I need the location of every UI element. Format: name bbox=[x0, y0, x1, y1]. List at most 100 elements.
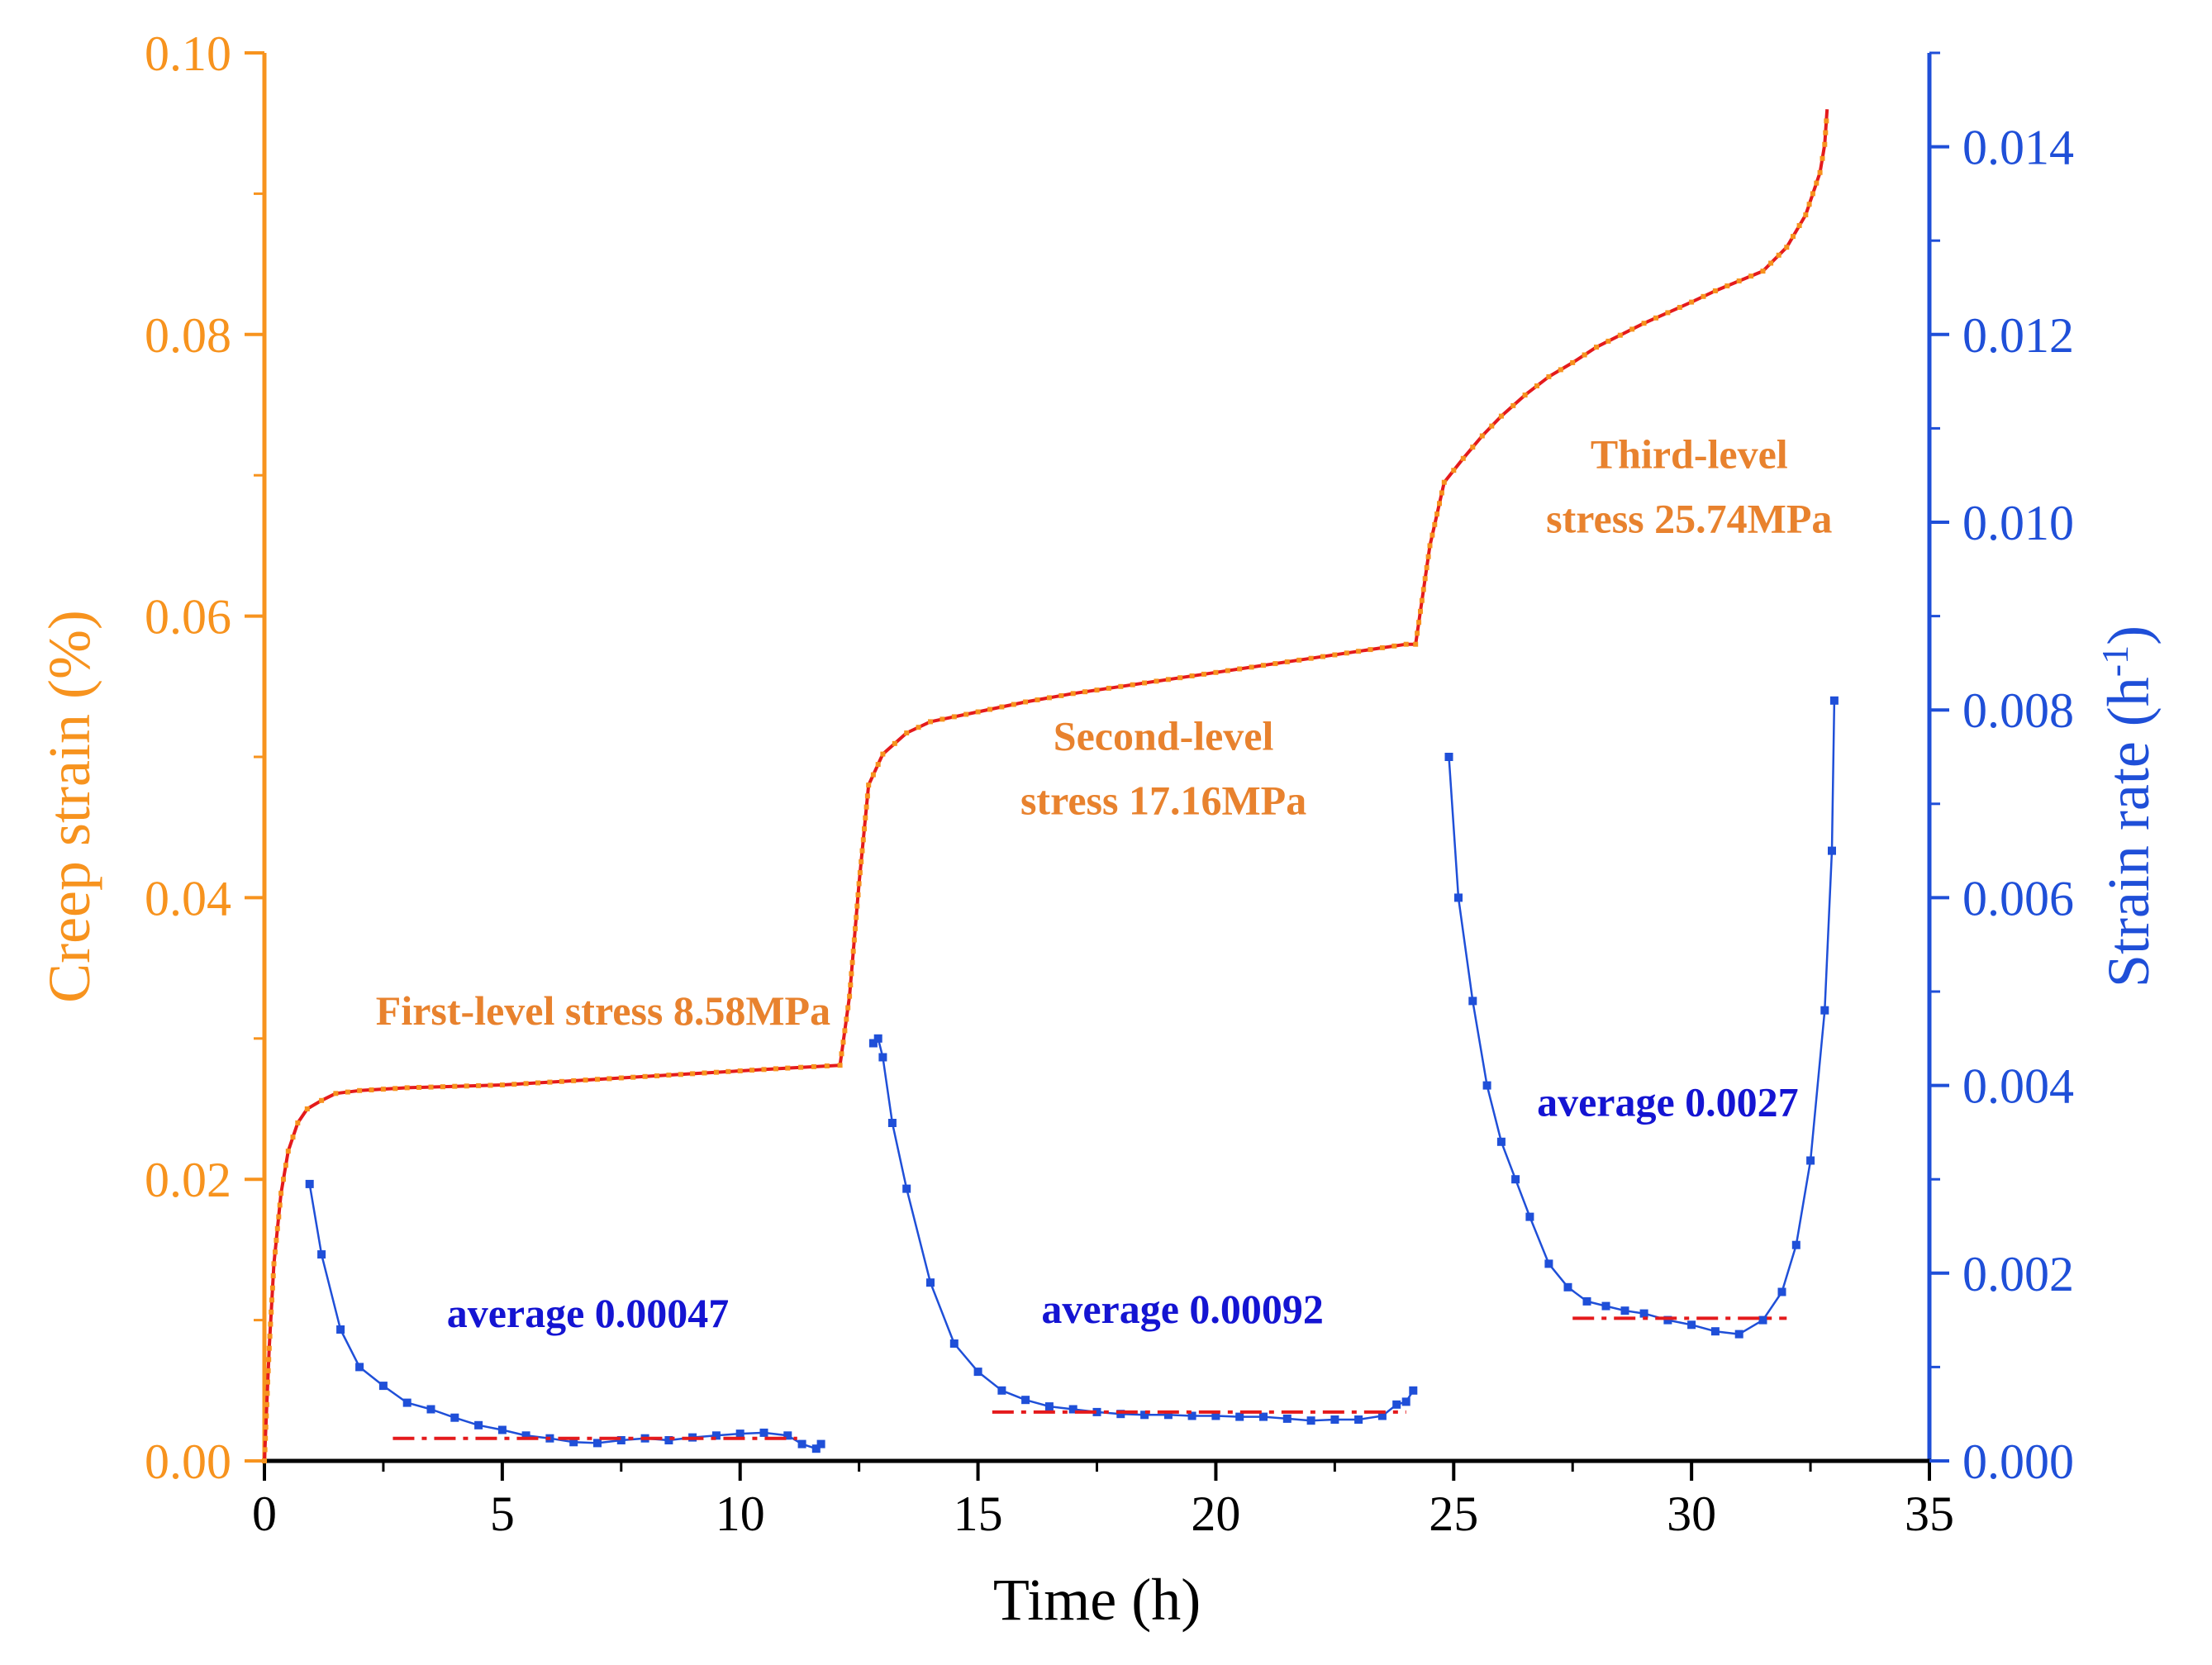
strain-rate-marker bbox=[1544, 1259, 1553, 1268]
creep-strain-marker bbox=[452, 1083, 458, 1089]
creep-strain-marker bbox=[1498, 413, 1504, 419]
annotation-first_stage: First-level stress 8.58MPa bbox=[376, 987, 830, 1034]
creep-strain-marker bbox=[559, 1078, 564, 1084]
strain-rate-marker bbox=[1116, 1410, 1125, 1419]
creep-strain-marker bbox=[940, 716, 945, 722]
creep-strain-marker bbox=[1701, 293, 1706, 299]
strain-rate-marker bbox=[355, 1363, 364, 1372]
creep-strain-marker bbox=[345, 1089, 350, 1095]
creep-strain-marker bbox=[839, 1051, 844, 1057]
creep-strain-marker bbox=[1023, 699, 1029, 705]
creep-strain-marker bbox=[262, 1458, 267, 1463]
creep-strain-marker bbox=[863, 804, 869, 810]
creep-strain-marker bbox=[840, 1039, 846, 1045]
y-axis-right-title-sup: -1 bbox=[2094, 645, 2136, 677]
strain-rate-marker bbox=[474, 1420, 483, 1430]
y-right-tick-label: 0.008 bbox=[1962, 683, 2074, 738]
creep-strain-marker bbox=[1434, 511, 1440, 517]
creep-strain-marker bbox=[1629, 326, 1635, 332]
creep-strain-marker bbox=[1510, 402, 1516, 408]
annotation-third_stage-part: level bbox=[1708, 431, 1788, 478]
creep-strain-marker bbox=[1403, 641, 1409, 647]
creep-strain-marker bbox=[1689, 299, 1695, 305]
creep-strain-marker bbox=[295, 1120, 301, 1125]
strain-rate-marker bbox=[1563, 1282, 1572, 1292]
creep-strain-marker bbox=[1824, 118, 1829, 124]
creep-strain-marker bbox=[666, 1073, 672, 1078]
creep-strain-marker bbox=[854, 903, 860, 909]
annotation-average_2: average 0.00092 bbox=[1041, 1286, 1324, 1332]
creep-strain-marker bbox=[476, 1082, 482, 1088]
creep-strain-marker bbox=[854, 915, 859, 921]
creep-strain-marker bbox=[1817, 169, 1823, 175]
creep-strain-marker bbox=[1822, 141, 1828, 147]
creep-strain-marker bbox=[1272, 661, 1278, 667]
strain-rate-marker bbox=[1409, 1386, 1418, 1395]
strain-rate-marker bbox=[1620, 1306, 1629, 1315]
creep-strain-marker bbox=[863, 815, 868, 821]
creep-strain-marker bbox=[266, 1357, 272, 1363]
creep-strain-marker bbox=[511, 1082, 517, 1087]
creep-strain-marker bbox=[333, 1091, 339, 1097]
strain-rate-marker bbox=[783, 1431, 792, 1440]
strain-rate-marker bbox=[593, 1439, 602, 1448]
creep-strain-marker bbox=[1165, 677, 1171, 683]
creep-strain-marker bbox=[1035, 697, 1040, 702]
creep-strain-marker bbox=[859, 859, 864, 864]
strain-rate-marker bbox=[1820, 1006, 1829, 1015]
creep-strain-marker bbox=[1677, 305, 1682, 310]
creep-strain-marker bbox=[1441, 479, 1447, 485]
creep-strain-marker bbox=[1261, 663, 1266, 668]
creep-strain-marker bbox=[607, 1076, 612, 1082]
creep-strain-marker bbox=[1806, 202, 1812, 207]
y-left-tick-label: 0.02 bbox=[145, 1153, 231, 1207]
creep-strain-marker bbox=[853, 925, 858, 931]
creep-strain-marker bbox=[1582, 352, 1587, 358]
creep-strain-marker bbox=[1189, 673, 1195, 678]
creep-strain-marker bbox=[1422, 576, 1428, 582]
creep-strain-marker bbox=[1225, 668, 1230, 673]
creep-strain-marker bbox=[1736, 278, 1742, 283]
creep-strain-marker bbox=[678, 1072, 683, 1077]
creep-strain-marker bbox=[690, 1071, 696, 1077]
creep-strain-marker bbox=[864, 793, 870, 799]
creep-strain-marker bbox=[1470, 445, 1476, 450]
strain-rate-marker bbox=[378, 1382, 388, 1391]
strain-rate-marker bbox=[926, 1278, 935, 1287]
strain-rate-marker bbox=[1639, 1309, 1648, 1318]
creep-strain-marker bbox=[1796, 223, 1802, 228]
creep-strain-marker bbox=[1432, 521, 1438, 527]
creep-strain-marker bbox=[1820, 155, 1825, 161]
creep-strain-marker bbox=[1356, 649, 1362, 654]
y-right-tick-label: 0.004 bbox=[1962, 1059, 2074, 1114]
creep-strain-marker bbox=[1605, 338, 1611, 344]
x-tick-label: 30 bbox=[1667, 1487, 1716, 1541]
strain-rate-marker bbox=[1235, 1412, 1244, 1421]
series-group bbox=[262, 109, 1839, 1463]
strain-rate-marker bbox=[711, 1431, 721, 1440]
creep-strain-marker bbox=[1641, 321, 1647, 326]
creep-strain-marker bbox=[357, 1087, 363, 1093]
creep-strain-marker bbox=[583, 1077, 588, 1083]
creep-strain-marker bbox=[928, 719, 933, 725]
creep-strain-marker bbox=[963, 711, 969, 717]
creep-strain-marker bbox=[642, 1073, 648, 1079]
creep-strain-marker bbox=[416, 1085, 422, 1090]
y-right-tick-label: 0.000 bbox=[1962, 1434, 2074, 1489]
x-tick-label: 15 bbox=[954, 1487, 1003, 1541]
creep-strain-marker bbox=[1425, 554, 1431, 559]
creep-strain-marker bbox=[1814, 180, 1820, 186]
strain-rate-marker bbox=[1758, 1315, 1767, 1325]
creep-strain-marker bbox=[1070, 691, 1076, 697]
creep-strain-marker bbox=[1617, 332, 1623, 338]
creep-strain-marker bbox=[1154, 678, 1159, 684]
creep-strain-marker bbox=[267, 1334, 273, 1339]
annotation-second_stage-line2: stress 17.16MPa bbox=[1020, 777, 1306, 823]
creep-strain-marker bbox=[523, 1081, 529, 1087]
creep-strain-marker bbox=[274, 1225, 280, 1231]
y-right-tick-label: 0.002 bbox=[1962, 1247, 2074, 1301]
creep-strain-marker bbox=[1094, 687, 1100, 693]
creep-strain-marker bbox=[270, 1273, 276, 1278]
creep-strain-marker bbox=[1712, 288, 1718, 293]
strain-rate-marker bbox=[402, 1398, 411, 1407]
